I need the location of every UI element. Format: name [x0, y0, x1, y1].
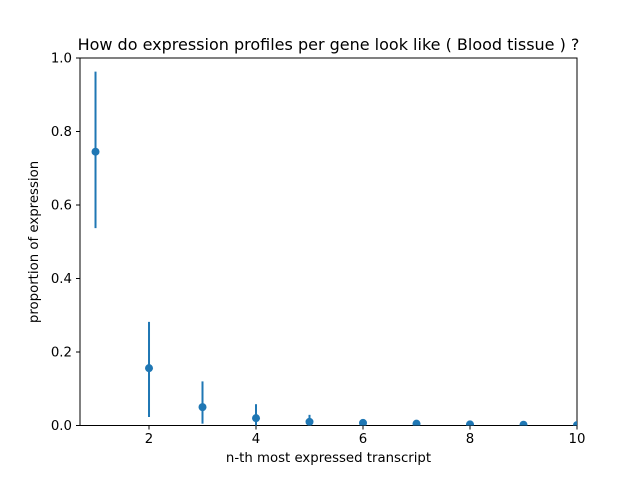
data-point [466, 420, 475, 426]
data-point [412, 419, 421, 426]
y-tick-label: 0.4 [51, 272, 72, 287]
data-point [573, 421, 577, 426]
data-point [198, 403, 207, 412]
x-tick-label: 2 [145, 432, 153, 447]
x-tick-label: 6 [359, 432, 367, 447]
x-tick-label: 4 [252, 432, 260, 447]
y-tick-label: 0.0 [51, 419, 72, 434]
data-point [252, 414, 261, 423]
y-tick-label: 0.8 [51, 125, 72, 140]
errorbar-series [91, 71, 577, 426]
x-tick-label: 10 [569, 432, 586, 447]
y-axis-ticks: 0.0 0.2 0.4 0.6 0.8 1.0 [51, 52, 80, 434]
plot-area [79, 57, 578, 426]
y-axis-label: proportion of expression [27, 161, 42, 323]
data-point [305, 417, 314, 426]
y-tick-label: 0.6 [51, 199, 72, 214]
chart-title: How do expression profiles per gene look… [78, 35, 580, 54]
data-point [519, 420, 528, 426]
data-point [91, 147, 100, 156]
data-point [359, 418, 368, 426]
y-tick-label: 0.2 [51, 346, 72, 361]
y-tick-label: 1.0 [51, 52, 72, 67]
data-point [145, 364, 154, 373]
x-tick-label: 8 [466, 432, 474, 447]
x-axis-ticks: 2 4 6 8 10 [145, 425, 586, 447]
x-axis-label: n-th most expressed transcript [226, 451, 431, 466]
